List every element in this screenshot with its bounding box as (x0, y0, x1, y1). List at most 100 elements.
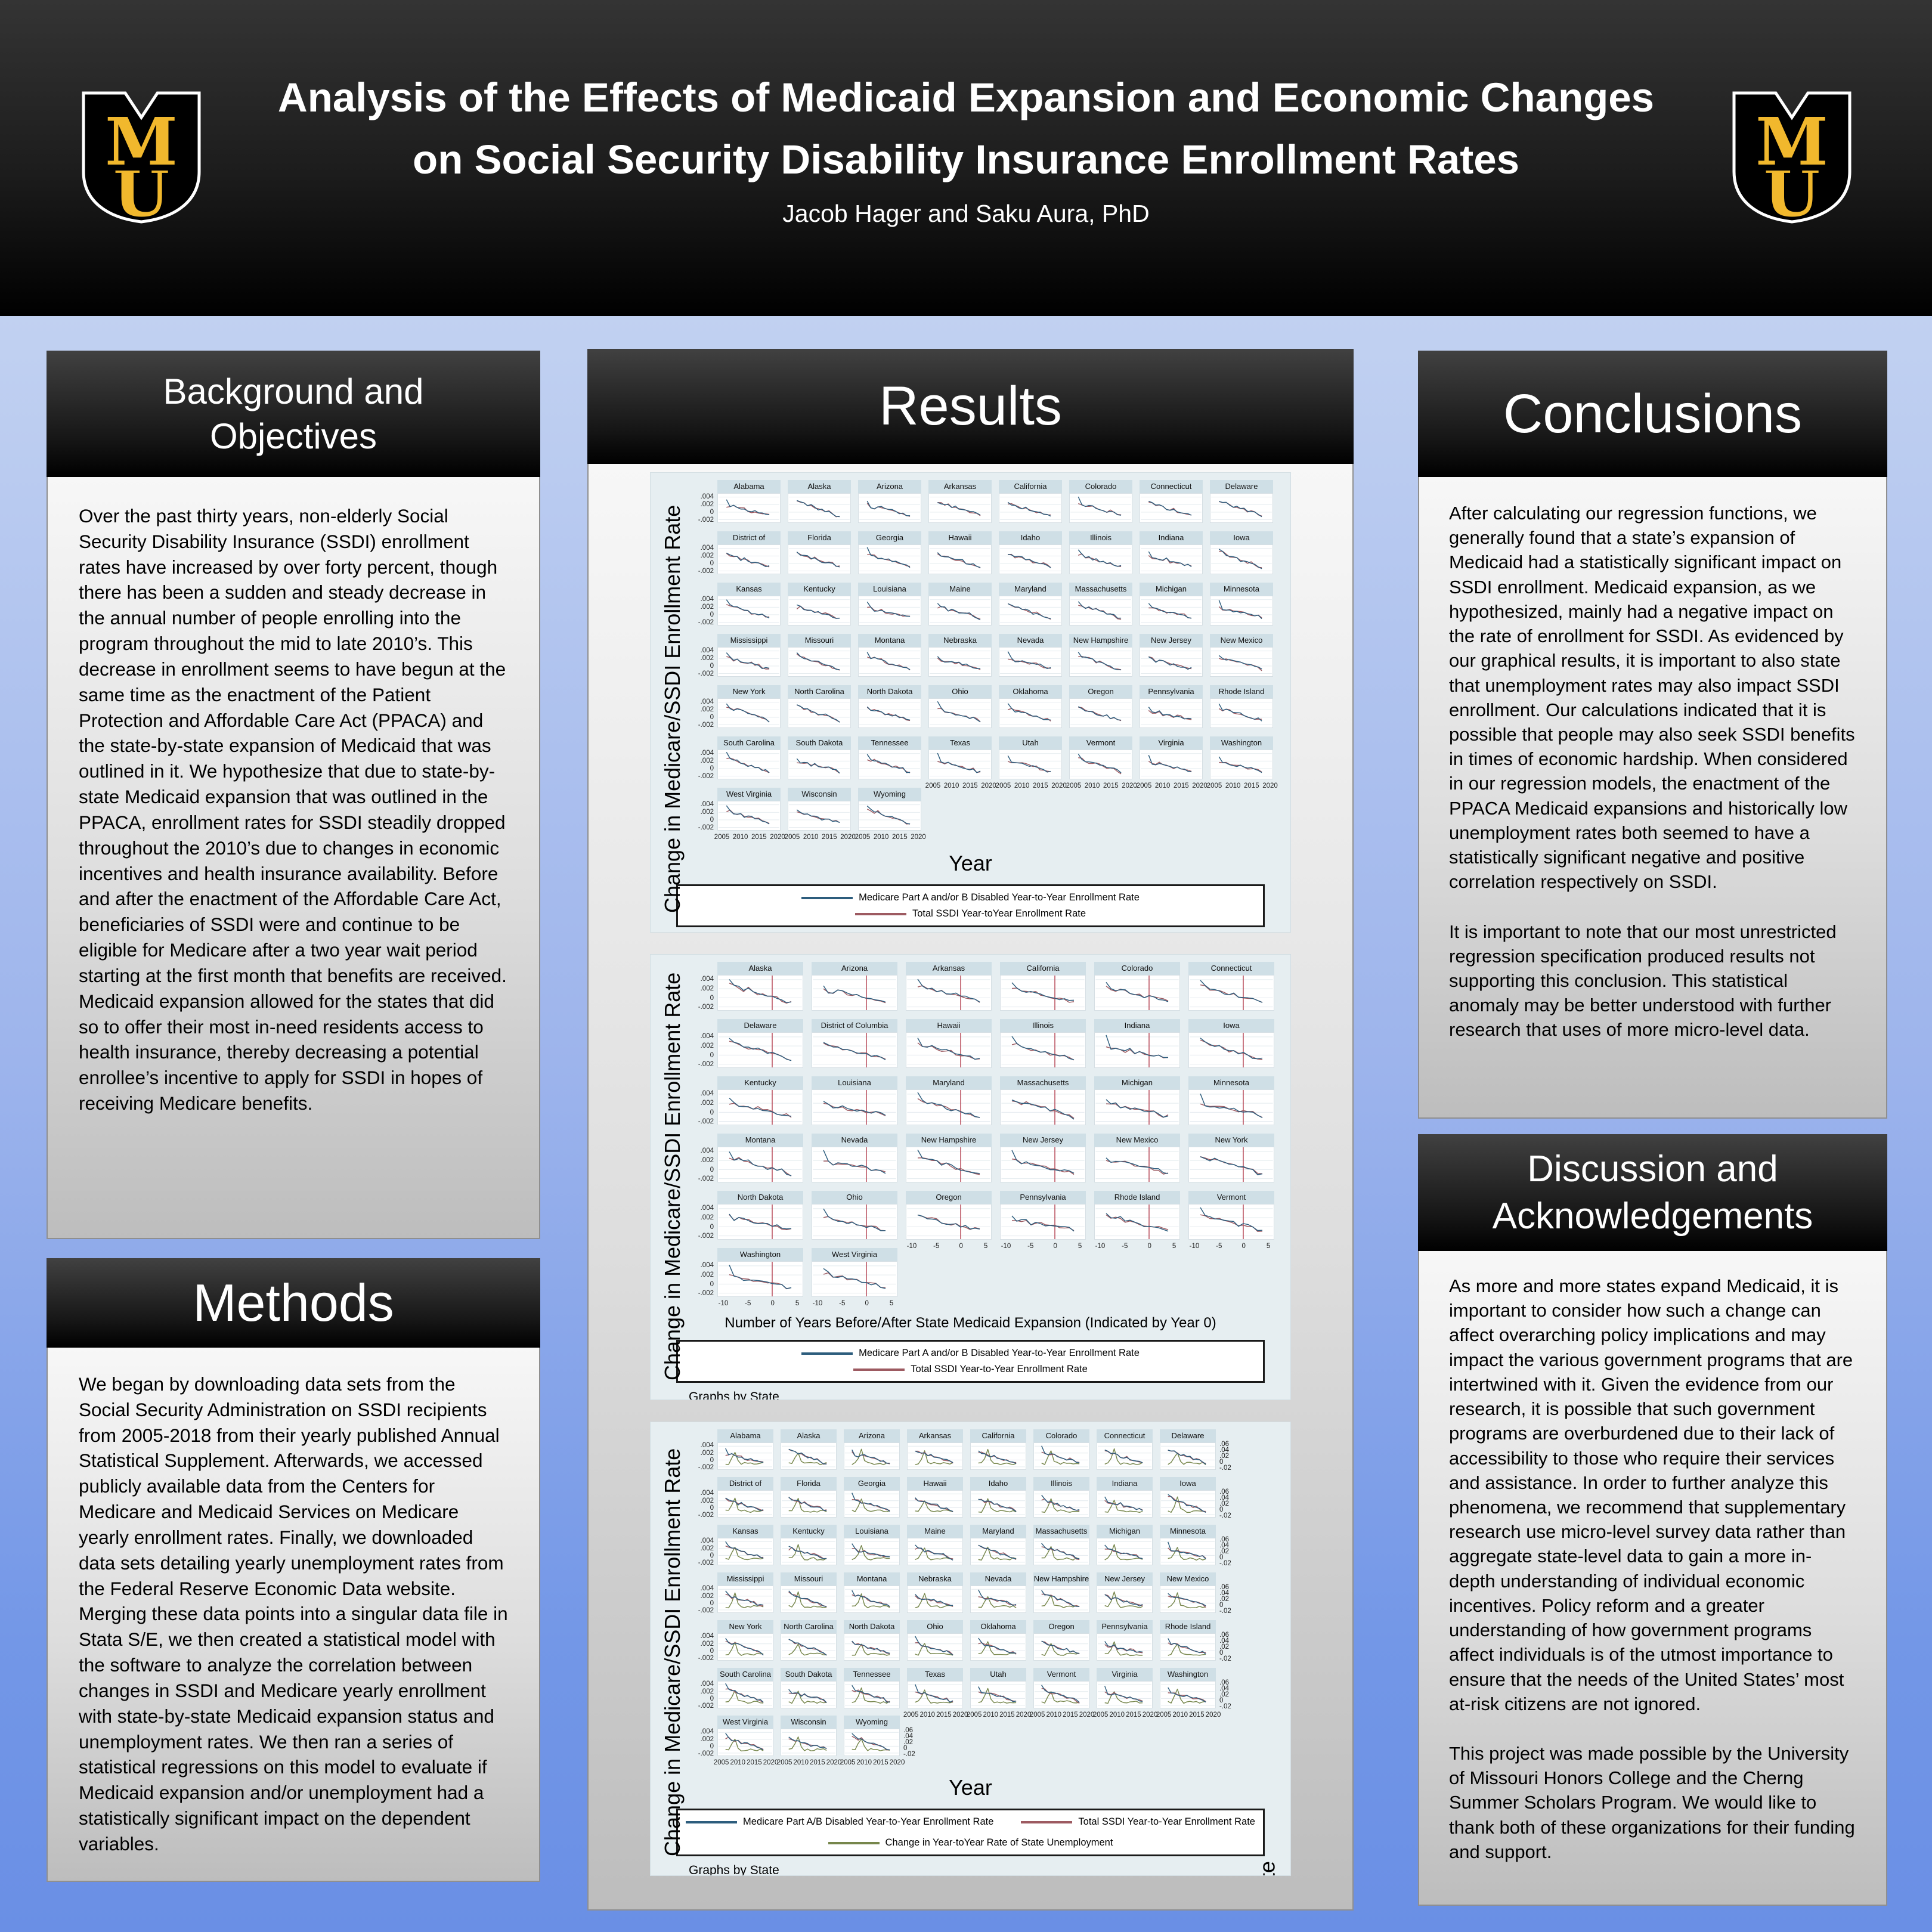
x-tick-label: 2005 (1029, 1711, 1045, 1719)
subplot-texas: Texas 2005 2010 2015 2020 (903, 1668, 968, 1719)
subplot-title: Virginia (1097, 1668, 1153, 1681)
subplot-plot (906, 1147, 992, 1182)
y-tick-label: 0 (710, 994, 714, 1002)
subplot-north-dakota: North Dakota (858, 685, 921, 728)
subplot-plot (999, 750, 1062, 779)
subplot-tennessee: Tennessee (858, 736, 921, 779)
subplot-plot (1033, 1442, 1089, 1470)
y-tick-label: .004 (700, 1728, 714, 1736)
subplot-massachusetts: Massachusetts (1000, 1076, 1086, 1125)
subplot-arkansas: Arkansas (906, 962, 992, 1011)
stata-graph-1: Change in Medicare/SSDI Enrollment Rate A… (650, 472, 1291, 933)
subplot-plot (1160, 1633, 1216, 1661)
y-tick-label: .002 (700, 603, 714, 611)
subplot-plot (812, 1089, 897, 1125)
subplot-plot (970, 1633, 1026, 1661)
subplot-title: Texas (907, 1668, 963, 1681)
subplot-plot (1000, 975, 1086, 1011)
y-tick-label-right: .02 (1219, 1500, 1229, 1507)
subplot-michigan: Michigan (1097, 1525, 1153, 1565)
subplot-arkansas: Arkansas (907, 1429, 963, 1470)
y-tick-label: -.002 (698, 516, 714, 524)
y-tick-label: -.002 (698, 1463, 714, 1471)
subplot-alabama: Alabama .004.002 0 -.002 (698, 1429, 773, 1471)
x-tick-label: 2020 (1142, 1711, 1158, 1719)
x-tick-label: 2020 (1079, 1711, 1095, 1719)
subplot-title: Oklahoma (970, 1620, 1026, 1633)
subplot-mississippi: Mississippi .004.002 0 -.002 (698, 1572, 773, 1614)
x-tick-label: 2005 (1156, 1711, 1172, 1719)
subplot-plot (906, 1032, 992, 1068)
x-tick-label: 2020 (952, 1711, 968, 1719)
subplot-rhode-island: Rhode Island (1210, 685, 1273, 728)
subplot-plot (812, 1261, 897, 1297)
y-tick-label-right: .02 (1219, 1643, 1229, 1651)
subplot-title: Connecticut (1140, 480, 1203, 493)
subplot-title: Maine (928, 583, 992, 596)
subplot-plot (1069, 544, 1132, 574)
subplot-plot (788, 647, 851, 677)
subplot-plot (812, 1032, 897, 1068)
subplot-california: California (1000, 962, 1086, 1011)
subplot-plot (781, 1729, 837, 1756)
subplot-title: Louisiana (844, 1525, 900, 1538)
subplot-title: Arkansas (906, 962, 992, 975)
subplot-south-carolina: South Carolina .004.002 0 -.002 (698, 736, 781, 780)
x-tick-label: 2015 (936, 1711, 952, 1719)
subplot-maine: Maine (928, 583, 992, 626)
subplot-plot (788, 801, 851, 831)
subplot-plot (812, 1147, 897, 1182)
x-tick-label: 5 (1078, 1243, 1082, 1250)
x-axis-label: Number of Years Before/After State Medic… (724, 1315, 1216, 1331)
y-tick-label: -.002 (698, 1290, 714, 1298)
x-tick-label: 2020 (1122, 782, 1137, 789)
subplot-utah: Utah 2005 2010 2015 2020 (967, 1668, 1031, 1719)
x-tick-label: 2020 (1015, 1711, 1032, 1719)
subplot-plot (858, 596, 921, 626)
subplot-rhode-island: Rhode Island -10 -5 0 5 (1094, 1191, 1180, 1250)
subplot-title: New Mexico (1210, 634, 1273, 647)
subplot-plot (906, 1204, 992, 1240)
y-tick-label-right: .04 (903, 1732, 913, 1740)
subplot-south-carolina: South Carolina .004.002 0 -.002 (698, 1668, 773, 1710)
x-tick-label: 0 (1241, 1243, 1246, 1250)
subplot-south-dakota: South Dakota (781, 1668, 837, 1708)
x-tick-label: 2005 (714, 834, 730, 841)
x-tick-label: 2020 (911, 834, 926, 841)
y-tick-label: 0 (710, 1695, 714, 1702)
y-tick-label: .002 (700, 552, 714, 560)
x-tick-label: 2010 (732, 834, 748, 841)
subplot-title: Texas (928, 736, 992, 750)
subplot-plot (717, 493, 781, 523)
y-tick-label: -.002 (698, 722, 714, 729)
subplot-title: Mississippi (717, 1572, 773, 1586)
subplot-new-mexico: New Mexico (1210, 634, 1273, 677)
y-tick-label: .004 (700, 1205, 714, 1212)
subplot-plot (928, 698, 992, 728)
subplot-michigan: Michigan (1094, 1076, 1180, 1125)
subplot-plot (1160, 1681, 1216, 1708)
subplot-plot (1210, 544, 1273, 574)
y-tick-label: -.002 (698, 1004, 714, 1011)
y-tick-label: -.002 (698, 1175, 714, 1183)
subplot-title: Oregon (1069, 685, 1132, 698)
subplot-maryland: Maryland (999, 583, 1062, 626)
subplot-kansas: Kansas .004.002 0 -.002 (698, 1525, 773, 1566)
x-tick-label: 2020 (889, 1759, 905, 1766)
subplot-arizona: Arizona (858, 480, 921, 523)
subplot-plot (717, 1442, 773, 1470)
subplot-title: District of Columbia (717, 531, 781, 544)
x-tick-label: 2010 (1172, 1711, 1188, 1719)
subplot-title: Nevada (999, 634, 1062, 647)
subplot-title: Oklahoma (999, 685, 1062, 698)
subplot-delaware: Delaware .004.002 0 -.002 (698, 1019, 803, 1068)
x-tick-label: 2015 (1063, 1711, 1078, 1719)
subplot-alaska: Alaska .004.002 0 -.002 (698, 962, 803, 1011)
subplot-title: Utah (999, 736, 1062, 750)
subplot-utah: Utah 2005 2010 2015 2020 (996, 736, 1067, 789)
stata-graph-3: Change in Medicare/SSDI Enrollment Rate C… (650, 1422, 1291, 1876)
subplot-nevada: Nevada (812, 1134, 897, 1182)
y-tick-label-right: 0 (1219, 1553, 1224, 1561)
y-tick-label: .002 (700, 1449, 714, 1457)
subplot-plot (906, 1089, 992, 1125)
